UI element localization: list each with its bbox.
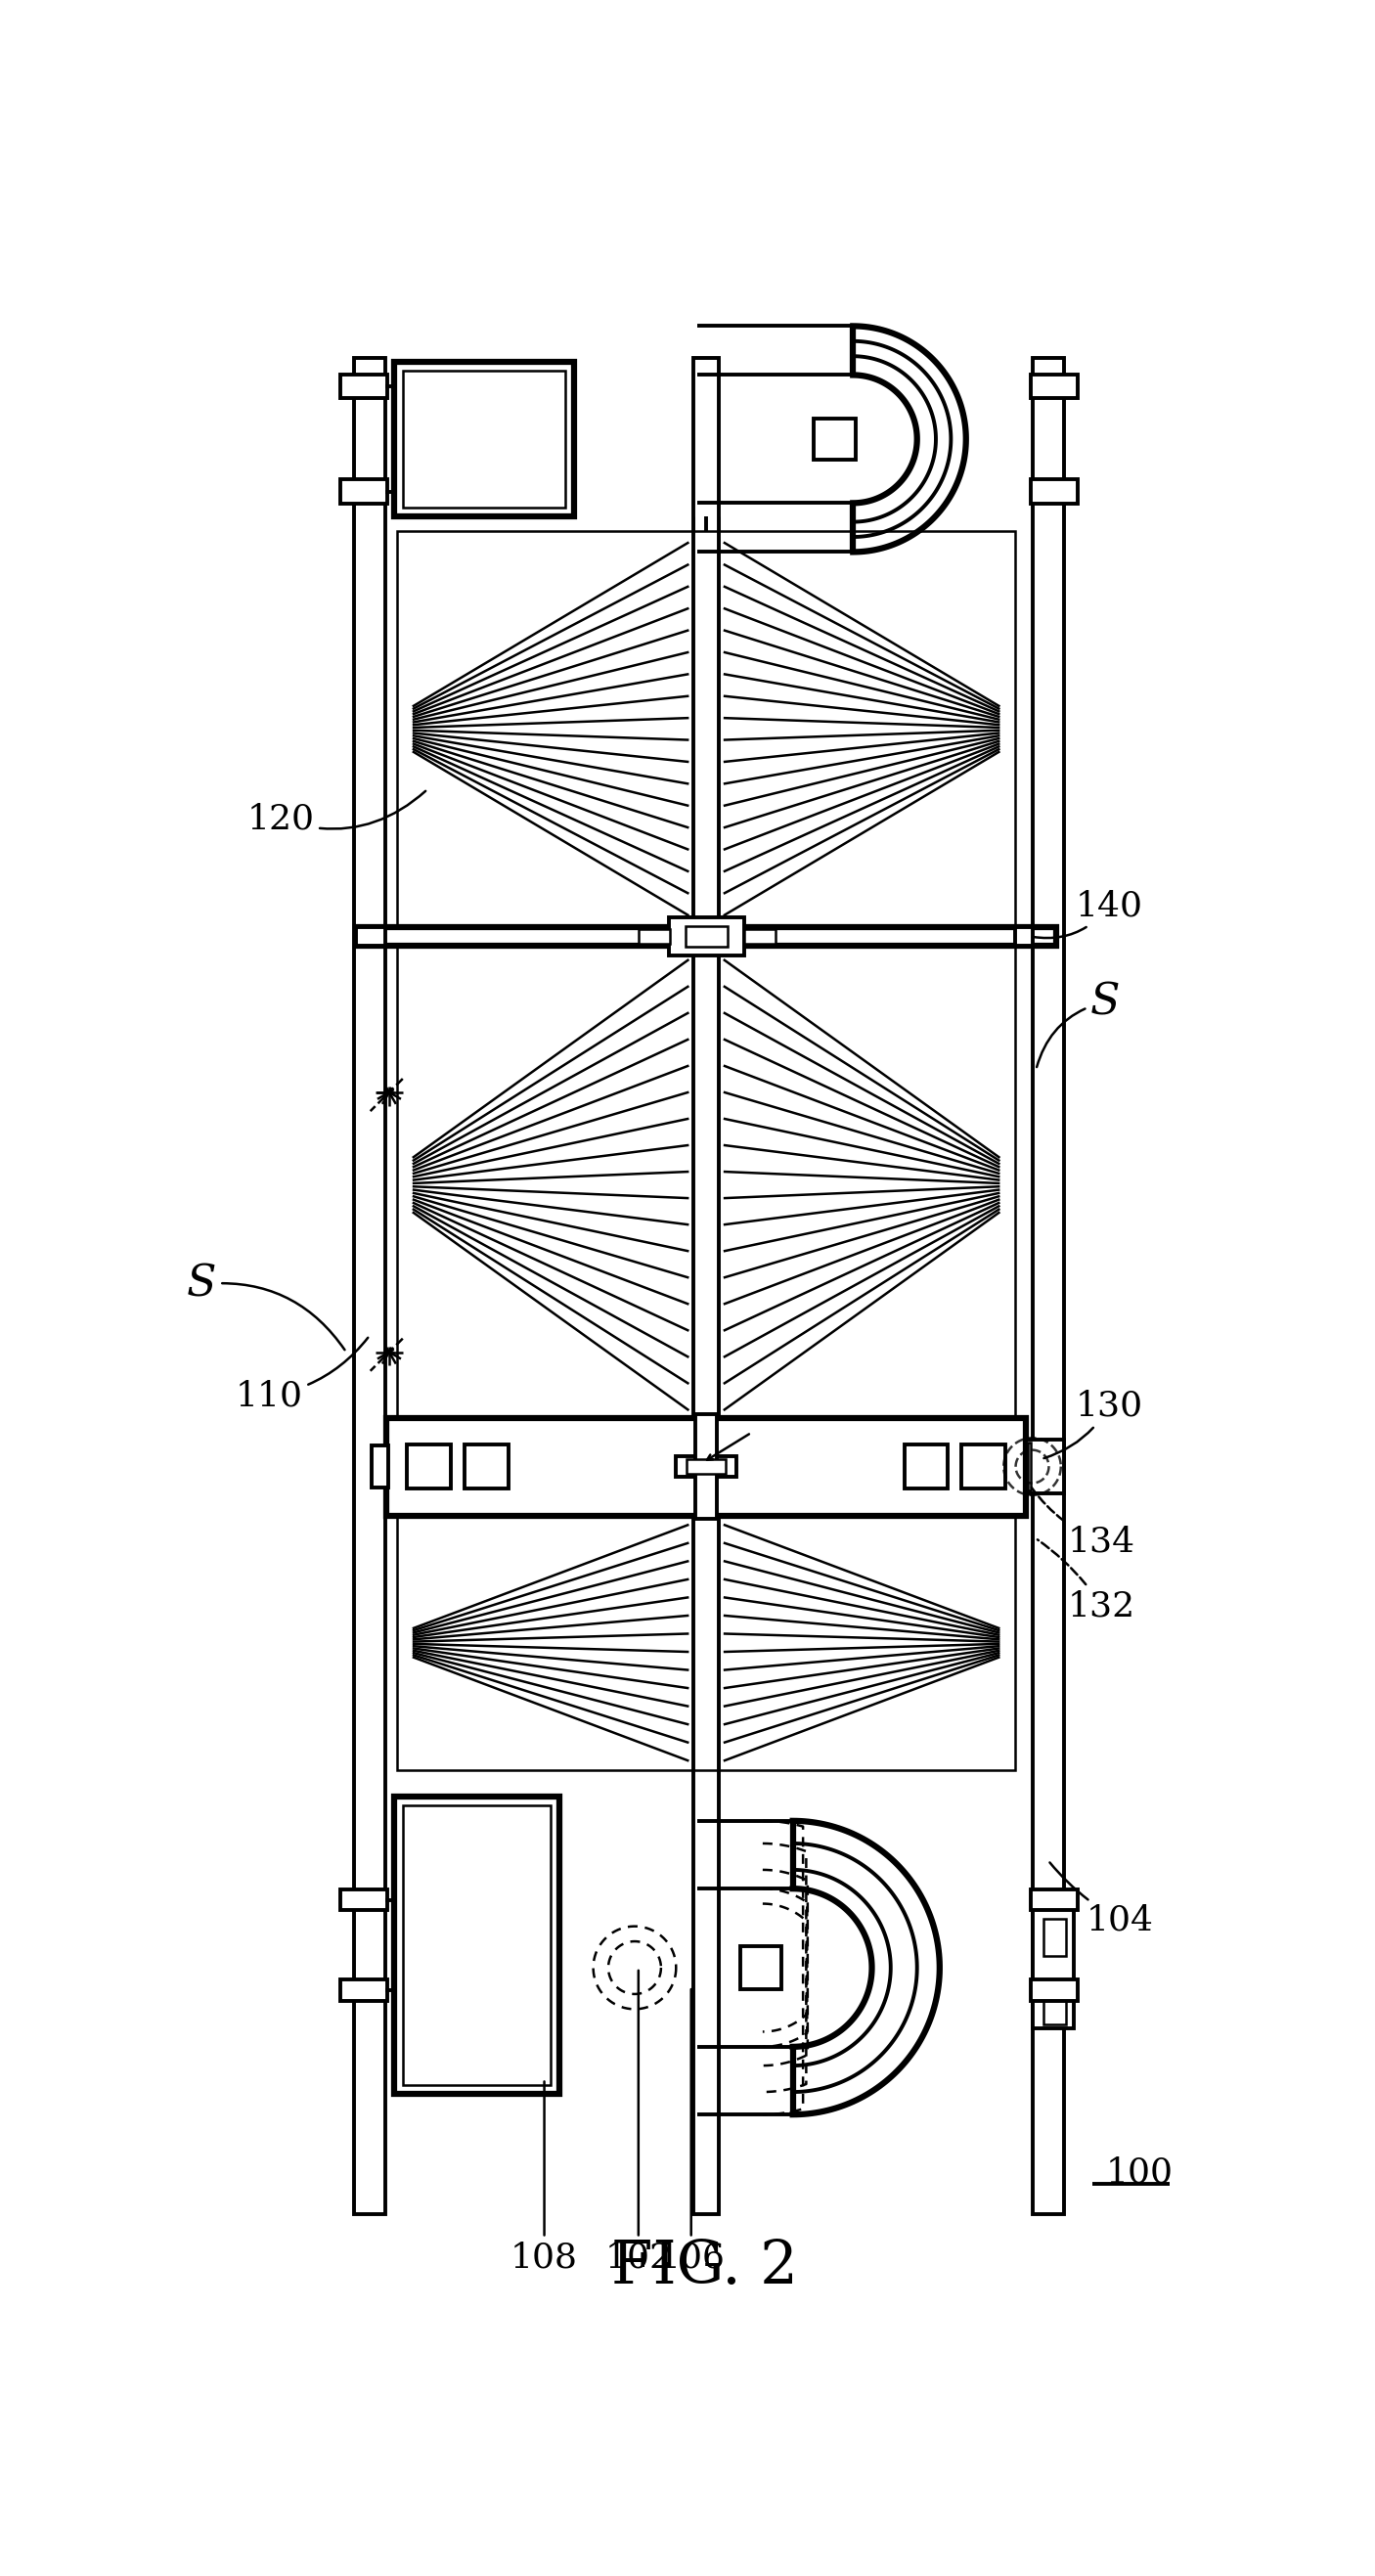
Bar xyxy=(340,1888,386,1911)
Text: 100: 100 xyxy=(1106,2156,1173,2190)
Bar xyxy=(1027,1443,1031,1492)
Bar xyxy=(685,925,727,948)
Text: 130: 130 xyxy=(1044,1388,1143,1458)
Bar xyxy=(1033,1906,1074,2027)
Bar xyxy=(1033,358,1064,2215)
Bar xyxy=(1026,1440,1064,1494)
Bar xyxy=(696,1414,716,1520)
Text: 120: 120 xyxy=(247,791,425,837)
Text: 108: 108 xyxy=(510,2081,578,2275)
Bar xyxy=(676,1455,737,1476)
Text: 140: 140 xyxy=(1033,889,1143,938)
Bar xyxy=(638,930,670,943)
Bar xyxy=(744,930,775,943)
Bar xyxy=(397,531,1015,927)
Bar xyxy=(397,945,1015,1425)
Bar xyxy=(407,1445,451,1489)
Bar xyxy=(1031,374,1078,399)
Bar xyxy=(668,917,744,956)
Bar xyxy=(686,1458,726,1473)
Bar xyxy=(961,1445,1005,1489)
Bar xyxy=(393,1795,560,2094)
Bar xyxy=(371,1445,388,1486)
Text: 132: 132 xyxy=(1038,1540,1136,1623)
Text: S: S xyxy=(1037,981,1121,1066)
Bar xyxy=(1031,1888,1078,1911)
Bar xyxy=(356,927,1056,945)
Bar xyxy=(905,1445,947,1489)
Bar xyxy=(740,1947,781,1989)
Bar xyxy=(386,1417,1026,1515)
Bar xyxy=(1031,479,1078,505)
Bar xyxy=(1015,927,1033,945)
Text: 110: 110 xyxy=(235,1337,368,1412)
Bar xyxy=(1031,1981,1078,2002)
Bar xyxy=(465,1445,509,1489)
Bar xyxy=(340,479,386,505)
Bar xyxy=(356,927,385,945)
Bar xyxy=(397,1515,1015,1770)
Bar xyxy=(1044,1986,1066,2025)
Text: FIG. 2: FIG. 2 xyxy=(612,2239,797,2295)
Text: S: S xyxy=(187,1262,345,1350)
Bar xyxy=(403,371,565,507)
Bar xyxy=(393,361,575,515)
Bar xyxy=(693,358,719,2215)
Text: 104: 104 xyxy=(1049,1862,1154,1937)
Text: 102: 102 xyxy=(605,1971,672,2275)
Text: 134: 134 xyxy=(1031,1486,1136,1558)
Bar xyxy=(1044,1919,1066,1955)
Bar xyxy=(340,374,386,399)
Text: 106: 106 xyxy=(657,1989,725,2275)
Bar xyxy=(403,1806,550,2084)
Bar xyxy=(340,1981,386,2002)
Bar xyxy=(353,358,385,2215)
Bar xyxy=(814,420,855,461)
